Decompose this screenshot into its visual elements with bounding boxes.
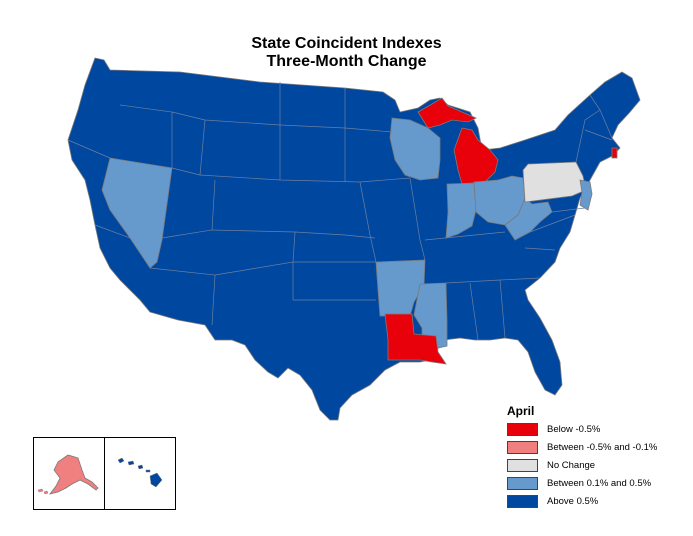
map-title-line2: Three-Month Change bbox=[266, 53, 427, 70]
legend-item-between-neg: Between -0.5% and -0.1% bbox=[507, 440, 657, 454]
state-wisconsin[interactable] bbox=[389, 117, 441, 181]
legend-item-below-neg-0-5: Below -0.5% bbox=[507, 422, 600, 436]
state-mississippi[interactable] bbox=[413, 282, 448, 349]
legend-item-above-0-5: Above 0.5% bbox=[507, 494, 598, 508]
legend-label: Below -0.5% bbox=[547, 423, 601, 435]
legend-swatch bbox=[507, 422, 538, 436]
legend-heading: April bbox=[507, 404, 535, 418]
state-borders bbox=[67, 82, 613, 341]
legend-swatch bbox=[507, 494, 538, 508]
legend-swatch bbox=[507, 476, 538, 490]
state-hawaii[interactable] bbox=[117, 457, 163, 488]
state-rhode-island[interactable] bbox=[611, 147, 618, 159]
us-mainland bbox=[67, 57, 641, 421]
state-michigan-upper[interactable] bbox=[417, 97, 477, 129]
inset-divider bbox=[104, 437, 105, 510]
alaska-islands bbox=[37, 488, 49, 495]
state-new-jersey[interactable] bbox=[579, 179, 593, 211]
legend-label: Between 0.1% and 0.5% bbox=[547, 477, 652, 489]
map-title-line1: State Coincident Indexes bbox=[251, 35, 442, 52]
state-louisiana[interactable] bbox=[384, 313, 447, 365]
legend-swatch bbox=[507, 458, 538, 472]
state-michigan-lower[interactable] bbox=[453, 127, 499, 185]
legend-item-no-change: No Change bbox=[507, 458, 595, 472]
legend-label: No Change bbox=[547, 459, 596, 471]
state-alaska[interactable] bbox=[49, 454, 99, 495]
legend-swatch bbox=[507, 440, 538, 454]
legend-label: Between -0.5% and -0.1% bbox=[547, 441, 658, 453]
state-arkansas[interactable] bbox=[375, 259, 426, 317]
state-west-virginia[interactable] bbox=[504, 197, 553, 241]
legend-item-between-pos: Between 0.1% and 0.5% bbox=[507, 476, 651, 490]
legend-label: Above 0.5% bbox=[547, 495, 599, 507]
